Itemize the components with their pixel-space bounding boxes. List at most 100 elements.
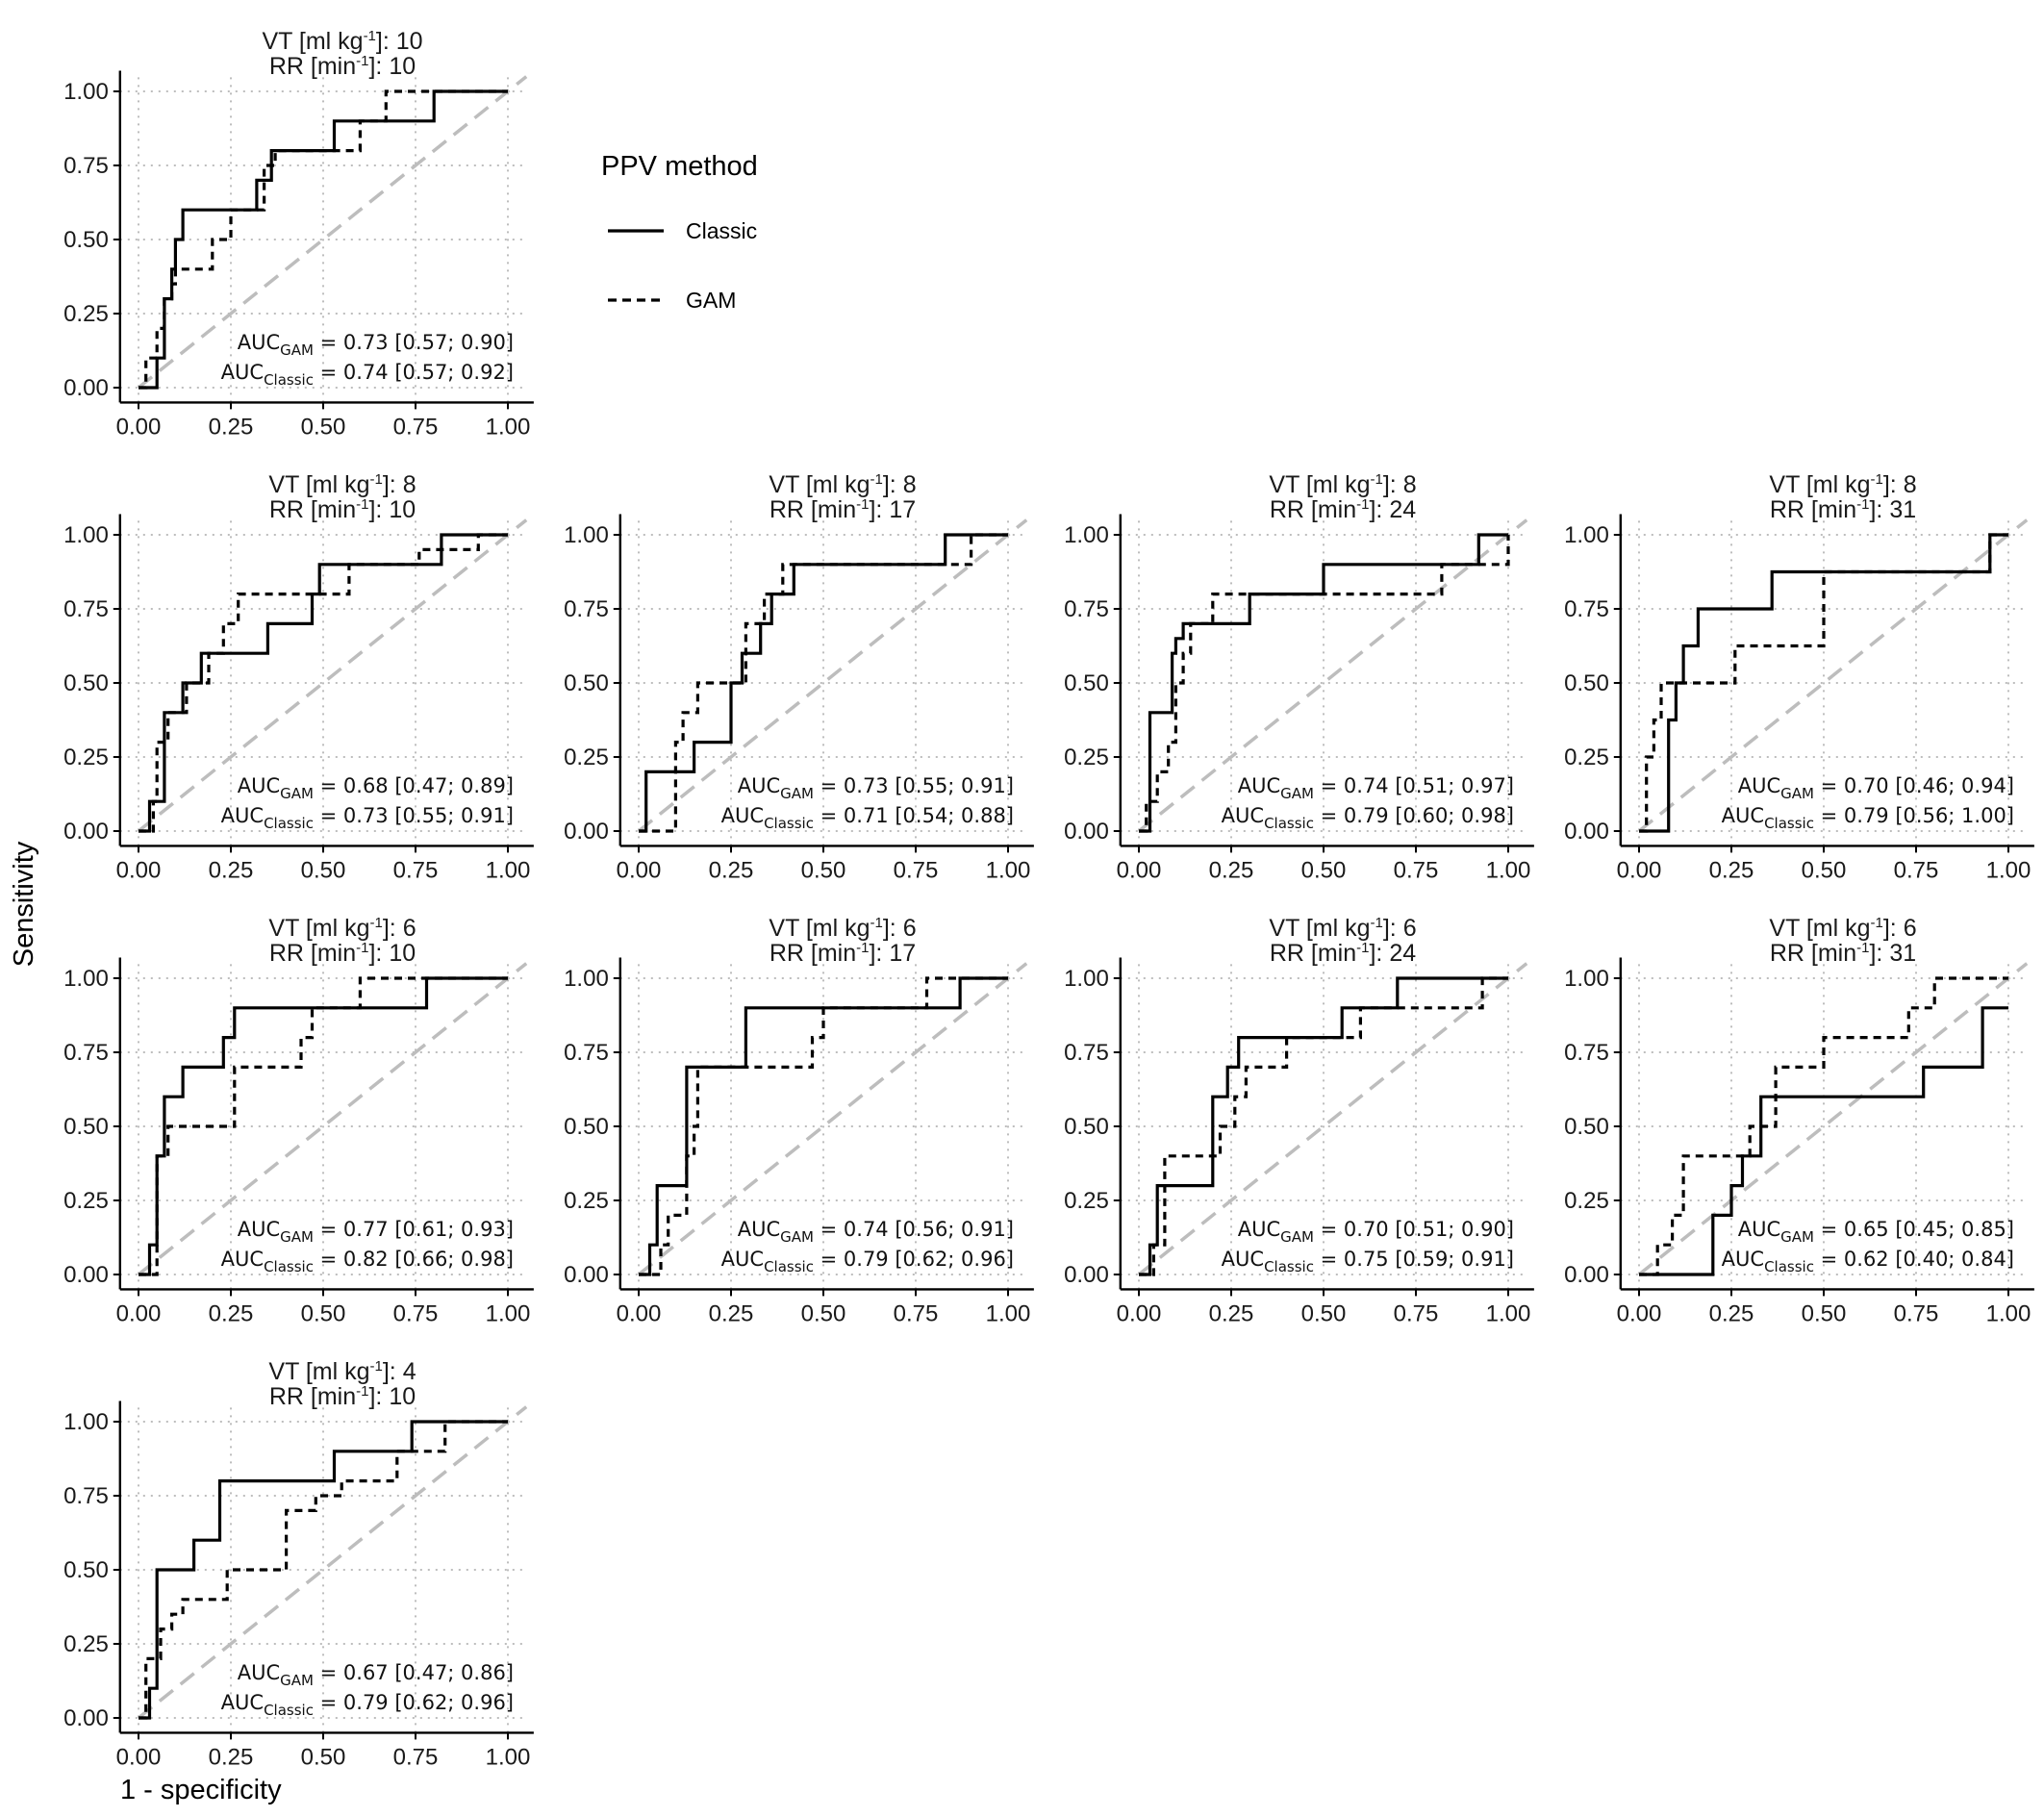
panel-title-vt: VT [ml kg-1]: 6 [769, 915, 916, 942]
x-tick-label: 0.00 [116, 1300, 162, 1326]
y-tick-label: 0.25 [1564, 744, 1609, 770]
y-tick-label: 1.00 [63, 1409, 109, 1435]
panel-grid: 0.00 0.25 0.50 0.75 1.00 0.00 0.25 0.50 0.75 1.00… [63, 28, 2034, 1770]
auc-classic-label: AUCClassic = 0.74 [0.57; 0.92] [221, 361, 514, 389]
panel-6: 0.00 0.25 0.50 0.75 1.00 0.00 0.25 0.50 0.75 1.00… [564, 915, 1034, 1326]
x-tick-label: 0.25 [209, 1300, 254, 1326]
panel-title-rr: RR [min-1]: 31 [1770, 940, 1916, 967]
y-tick-label: 0.25 [1064, 1188, 1109, 1214]
panel-title-vt: VT [ml kg-1]: 6 [1769, 915, 1916, 942]
x-tick-label: 0.75 [894, 1300, 939, 1326]
roc-curve-gam [139, 1420, 508, 1720]
reference-diagonal [1137, 518, 1528, 833]
roc-curve-classic [139, 89, 508, 390]
auc-classic-label: AUCClassic = 0.79 [0.56; 1.00] [1722, 804, 2014, 832]
reference-diagonal [137, 518, 528, 833]
y-tick-label: 0.50 [564, 1114, 609, 1140]
y-tick-label: 0.00 [63, 819, 109, 845]
y-axis-title: Sensitivity [9, 841, 39, 967]
y-tick-label: 0.00 [1064, 819, 1109, 845]
y-tick-label: 0.25 [63, 301, 109, 327]
roc-curve-classic [639, 976, 1008, 1276]
panel-3: 0.00 0.25 0.50 0.75 1.00 0.00 0.25 0.50 0.75 1.00… [1064, 471, 1534, 883]
x-tick-label: 1.00 [1486, 1300, 1531, 1326]
x-tick-label: 0.50 [1301, 857, 1347, 883]
reference-diagonal [137, 1405, 528, 1720]
reference-diagonal [1637, 962, 2029, 1276]
auc-classic-label: AUCClassic = 0.79 [0.60; 0.98] [1222, 804, 1514, 832]
auc-gam-label: AUCGAM = 0.73 [0.57; 0.90] [238, 331, 514, 359]
panel-title-vt: VT [ml kg-1]: 8 [268, 471, 416, 498]
x-tick-label: 1.00 [1486, 857, 1531, 883]
panel-4: 0.00 0.25 0.50 0.75 1.00 0.00 0.25 0.50 0.75 1.00… [1564, 471, 2034, 883]
y-tick-label: 1.00 [63, 79, 109, 105]
y-tick-label: 1.00 [1064, 966, 1109, 992]
x-tick-label: 0.50 [1301, 1300, 1347, 1326]
y-tick-label: 0.50 [1564, 1114, 1609, 1140]
panel-title-rr: RR [min-1]: 17 [770, 496, 916, 523]
x-tick-label: 0.50 [301, 1300, 346, 1326]
roc-curve-gam [1639, 533, 2008, 833]
y-tick-label: 0.00 [1564, 819, 1609, 845]
y-tick-label: 0.25 [564, 744, 609, 770]
panel-title-vt: VT [ml kg-1]: 10 [262, 28, 422, 55]
panel-0: 0.00 0.25 0.50 0.75 1.00 0.00 0.25 0.50 0.75 1.00… [63, 28, 534, 440]
reference-diagonal [637, 962, 1028, 1276]
panel-title-vt: VT [ml kg-1]: 8 [769, 471, 916, 498]
roc-curve-classic [1639, 533, 2008, 833]
panel-1: 0.00 0.25 0.50 0.75 1.00 0.00 0.25 0.50 0.75 1.00… [63, 471, 534, 883]
x-tick-label: 1.00 [486, 414, 531, 440]
x-tick-label: 0.50 [301, 414, 346, 440]
legend-label-gam: GAM [686, 288, 736, 313]
auc-classic-label: AUCClassic = 0.73 [0.55; 0.91] [221, 804, 514, 832]
auc-classic-label: AUCClassic = 0.71 [0.54; 0.88] [721, 804, 1014, 832]
y-tick-label: 0.00 [63, 1262, 109, 1288]
x-tick-label: 0.00 [1617, 1300, 1662, 1326]
x-tick-label: 0.25 [209, 414, 254, 440]
x-axis-title: 1 - specificity [120, 1775, 282, 1805]
y-tick-label: 0.75 [63, 596, 109, 622]
legend-title: PPV method [601, 151, 758, 182]
x-tick-label: 0.00 [116, 1744, 162, 1770]
x-tick-label: 0.50 [1802, 857, 1847, 883]
y-tick-label: 0.25 [63, 1631, 109, 1657]
y-tick-label: 0.00 [564, 819, 609, 845]
auc-gam-label: AUCGAM = 0.70 [0.46; 0.94] [1738, 774, 2014, 802]
y-tick-label: 0.50 [63, 227, 109, 253]
x-tick-label: 0.00 [116, 414, 162, 440]
auc-classic-label: AUCClassic = 0.79 [0.62; 0.96] [221, 1691, 514, 1719]
x-tick-label: 1.00 [486, 857, 531, 883]
x-tick-label: 0.75 [894, 857, 939, 883]
roc-curve-gam [1139, 535, 1510, 833]
x-tick-label: 0.25 [709, 857, 754, 883]
panel-8: 0.00 0.25 0.50 0.75 1.00 0.00 0.25 0.50 0.75 1.00… [1564, 915, 2034, 1326]
auc-classic-label: AUCClassic = 0.79 [0.62; 0.96] [721, 1248, 1014, 1275]
panel-title-vt: VT [ml kg-1]: 8 [1269, 471, 1416, 498]
y-tick-label: 1.00 [63, 966, 109, 992]
y-tick-label: 0.25 [1564, 1188, 1609, 1214]
y-tick-label: 0.75 [1564, 1040, 1609, 1066]
y-tick-label: 0.50 [63, 670, 109, 696]
auc-gam-label: AUCGAM = 0.77 [0.61; 0.93] [238, 1218, 514, 1246]
panel-9: 0.00 0.25 0.50 0.75 1.00 0.00 0.25 0.50 0.75 1.00… [63, 1358, 534, 1770]
panel-title-vt: VT [ml kg-1]: 8 [1769, 471, 1916, 498]
y-tick-label: 0.00 [1064, 1262, 1109, 1288]
y-tick-label: 1.00 [1564, 966, 1609, 992]
y-tick-label: 0.50 [63, 1557, 109, 1583]
auc-gam-label: AUCGAM = 0.74 [0.51; 0.97] [1238, 774, 1514, 802]
roc-curve-classic [1639, 1006, 2008, 1276]
reference-diagonal [1137, 962, 1528, 1276]
y-tick-label: 0.50 [564, 670, 609, 696]
panel-title-rr: RR [min-1]: 10 [269, 53, 416, 80]
auc-gam-label: AUCGAM = 0.74 [0.56; 0.91] [738, 1218, 1014, 1246]
x-tick-label: 1.00 [986, 857, 1031, 883]
x-tick-label: 0.75 [393, 857, 439, 883]
x-tick-label: 0.00 [116, 857, 162, 883]
y-tick-label: 0.50 [63, 1114, 109, 1140]
roc-curve-classic [139, 533, 508, 833]
panel-2: 0.00 0.25 0.50 0.75 1.00 0.00 0.25 0.50 0.75 1.00… [564, 471, 1034, 883]
x-tick-label: 0.75 [1894, 1300, 1939, 1326]
y-tick-label: 0.50 [1064, 670, 1109, 696]
panel-title-rr: RR [min-1]: 10 [269, 940, 416, 967]
auc-gam-label: AUCGAM = 0.67 [0.47; 0.86] [238, 1661, 514, 1689]
